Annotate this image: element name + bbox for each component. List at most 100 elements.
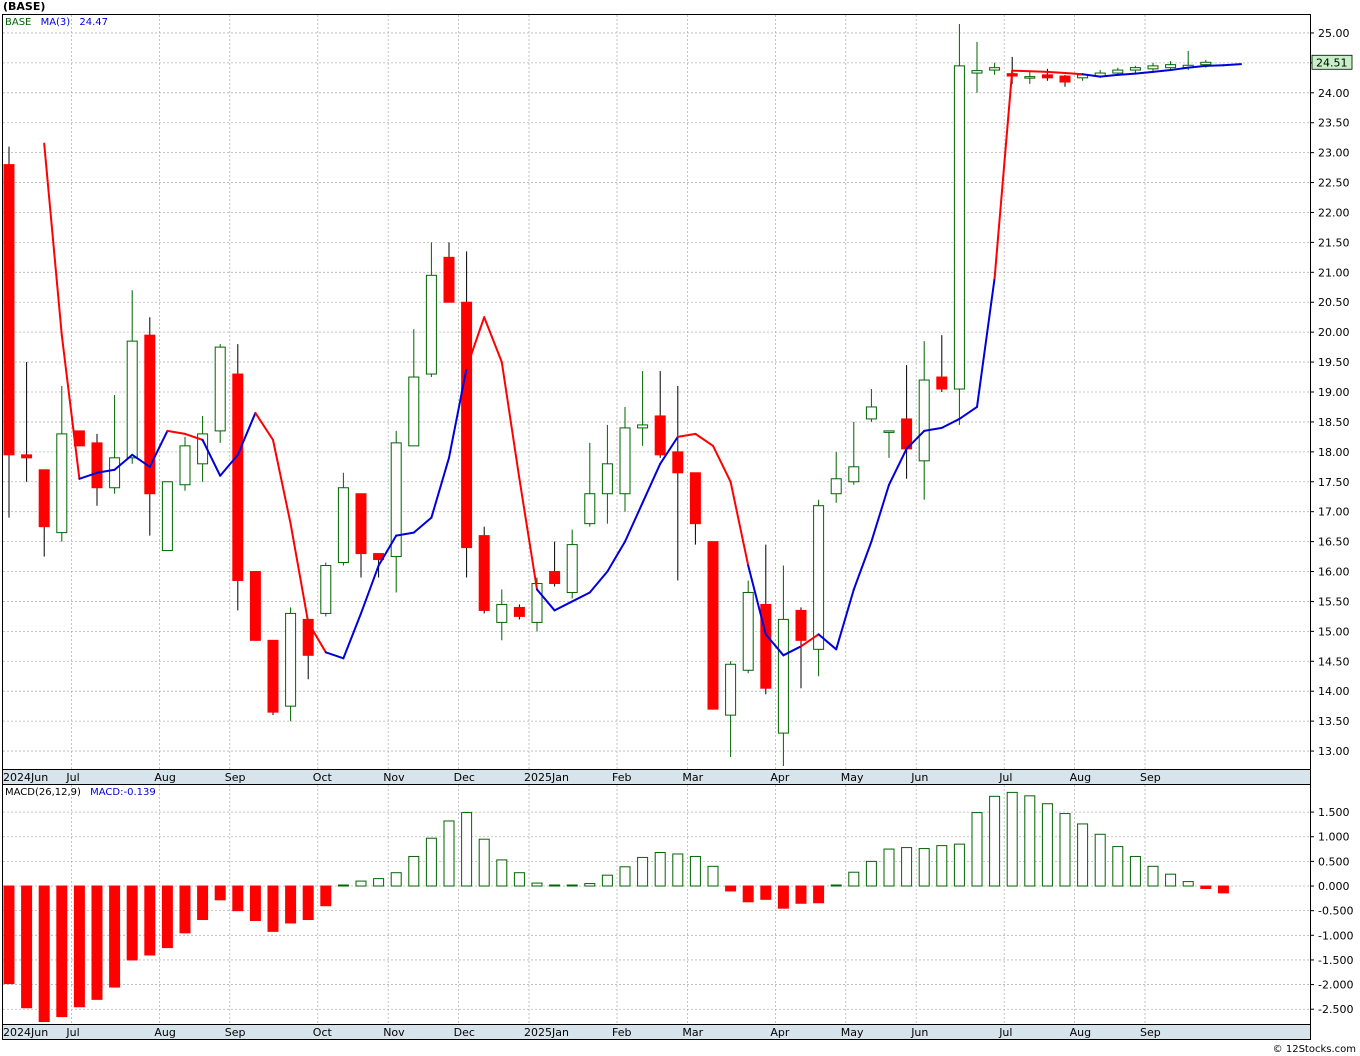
macd-date-label: Oct [313, 1026, 333, 1039]
ma3-segment [852, 540, 873, 591]
ma3-segment [835, 588, 855, 651]
price-candle [777, 565, 789, 767]
ma3-segment [905, 429, 926, 450]
ma3-segment [1046, 70, 1066, 75]
macd-date-label: Jul [998, 1026, 1012, 1039]
macd-bar-positive [513, 872, 525, 887]
ma3-segment [1152, 69, 1172, 73]
price-tick-label: 17.00 [1318, 506, 1350, 519]
price-y-axis: 13.00 13.50 14.00 14.50 15.00 15.50 16.00 16.50… [1310, 27, 1350, 758]
macd-bar-negative [56, 885, 68, 1018]
ma3-segment [184, 432, 204, 441]
price-candle [848, 421, 860, 485]
candle-body-down [267, 639, 279, 713]
candle-body-up [989, 67, 1001, 71]
ma3-segment [1222, 63, 1242, 67]
ma3-segment [782, 645, 802, 657]
price-candle [1059, 74, 1071, 87]
candle-body-up [813, 505, 825, 650]
ma3-segment [729, 480, 750, 567]
candle-body-up [865, 406, 877, 420]
ma3-segment [307, 621, 327, 654]
ma3-segment [148, 429, 169, 468]
macd-bar-negative [232, 885, 244, 912]
candle-body-down [936, 376, 948, 390]
macd-date-label: Dec [454, 1026, 475, 1039]
ma3-segment [1011, 69, 1031, 73]
macd-bar-positive [672, 853, 684, 887]
ma3-segment [993, 69, 1014, 280]
candle-body-up [848, 466, 860, 483]
candle-body-up [971, 70, 983, 74]
price-candle [267, 639, 279, 716]
ma3-segment [1169, 66, 1190, 72]
candle-body-up [179, 445, 191, 486]
price-candle [971, 41, 983, 93]
price-candle [232, 344, 244, 611]
macd-bar-positive [1147, 865, 1159, 887]
ma3-segment [1134, 70, 1154, 75]
price-grid [3, 15, 1310, 769]
candle-body-up [637, 424, 649, 429]
macd-tick-label: -0.500 [1318, 905, 1353, 918]
price-candle [320, 562, 332, 617]
price-candle [584, 442, 596, 527]
macd-bar-positive [337, 884, 349, 887]
macd-bar-positive [1112, 846, 1124, 887]
macd-bar-positive [355, 880, 367, 887]
macd-date-label: Aug [1070, 1026, 1091, 1039]
price-tick-label: 21.50 [1318, 236, 1350, 249]
last-price-badge: 24.51 [1311, 54, 1353, 70]
price-candle [549, 541, 561, 587]
candle-body-up [830, 478, 842, 495]
price-tick-label: 18.50 [1318, 416, 1350, 429]
price-date-label: Oct [313, 771, 333, 784]
macd-bar-negative [197, 885, 209, 921]
ma3-segment [764, 633, 785, 657]
ma3-segment [289, 522, 310, 624]
candle-body-up [883, 430, 895, 433]
macd-tick-label: 1.500 [1318, 806, 1350, 819]
price-date-label: Sep [1140, 771, 1161, 784]
price-tick-label: 14.50 [1318, 655, 1350, 668]
macd-tick-label: 0.000 [1318, 880, 1350, 893]
macd-bar-positive [601, 874, 613, 887]
macd-bar-negative [38, 885, 50, 1023]
macd-bar-negative [144, 885, 156, 956]
macd-date-axis-band [2, 1024, 1311, 1040]
macd-bar-positive [390, 872, 402, 887]
price-date-label: May [841, 771, 864, 784]
price-candle [478, 526, 490, 614]
price-tick-label: 15.00 [1318, 625, 1350, 638]
ma3-segment [500, 361, 521, 480]
price-candle [56, 386, 68, 542]
macd-bar-positive [1024, 795, 1036, 887]
price-tick-label: 22.00 [1318, 206, 1350, 219]
candle-body-up [214, 346, 226, 432]
macd-bar-negative [267, 885, 279, 932]
macd-bar-negative [1200, 885, 1212, 889]
price-tick-label: 15.50 [1318, 595, 1350, 608]
price-candle [425, 242, 437, 378]
ma3-segment [676, 432, 697, 438]
price-candle [989, 62, 1001, 75]
ma3-segment [1028, 70, 1049, 73]
macd-bar-positive [1182, 881, 1194, 887]
macd-bar-negative [126, 885, 138, 961]
candle-body-down [760, 603, 772, 689]
ma3-segment [518, 477, 538, 591]
price-candle [214, 344, 226, 443]
macd-date-label: May [841, 1026, 864, 1039]
candle-body-down [795, 609, 807, 641]
candle-body-down [1059, 75, 1071, 83]
price-candle [566, 529, 578, 599]
legend-macd-label: MACD(26,12,9) [5, 787, 81, 798]
macd-bar-positive [707, 865, 719, 887]
price-tick-label: 17.50 [1318, 476, 1350, 489]
macd-bar-negative [813, 885, 825, 904]
ma3-segment [659, 435, 679, 465]
legend-symbol: BASE [5, 17, 31, 28]
price-candle [249, 571, 261, 641]
macd-bar-positive [989, 795, 1001, 887]
ma3-segment [342, 612, 362, 660]
